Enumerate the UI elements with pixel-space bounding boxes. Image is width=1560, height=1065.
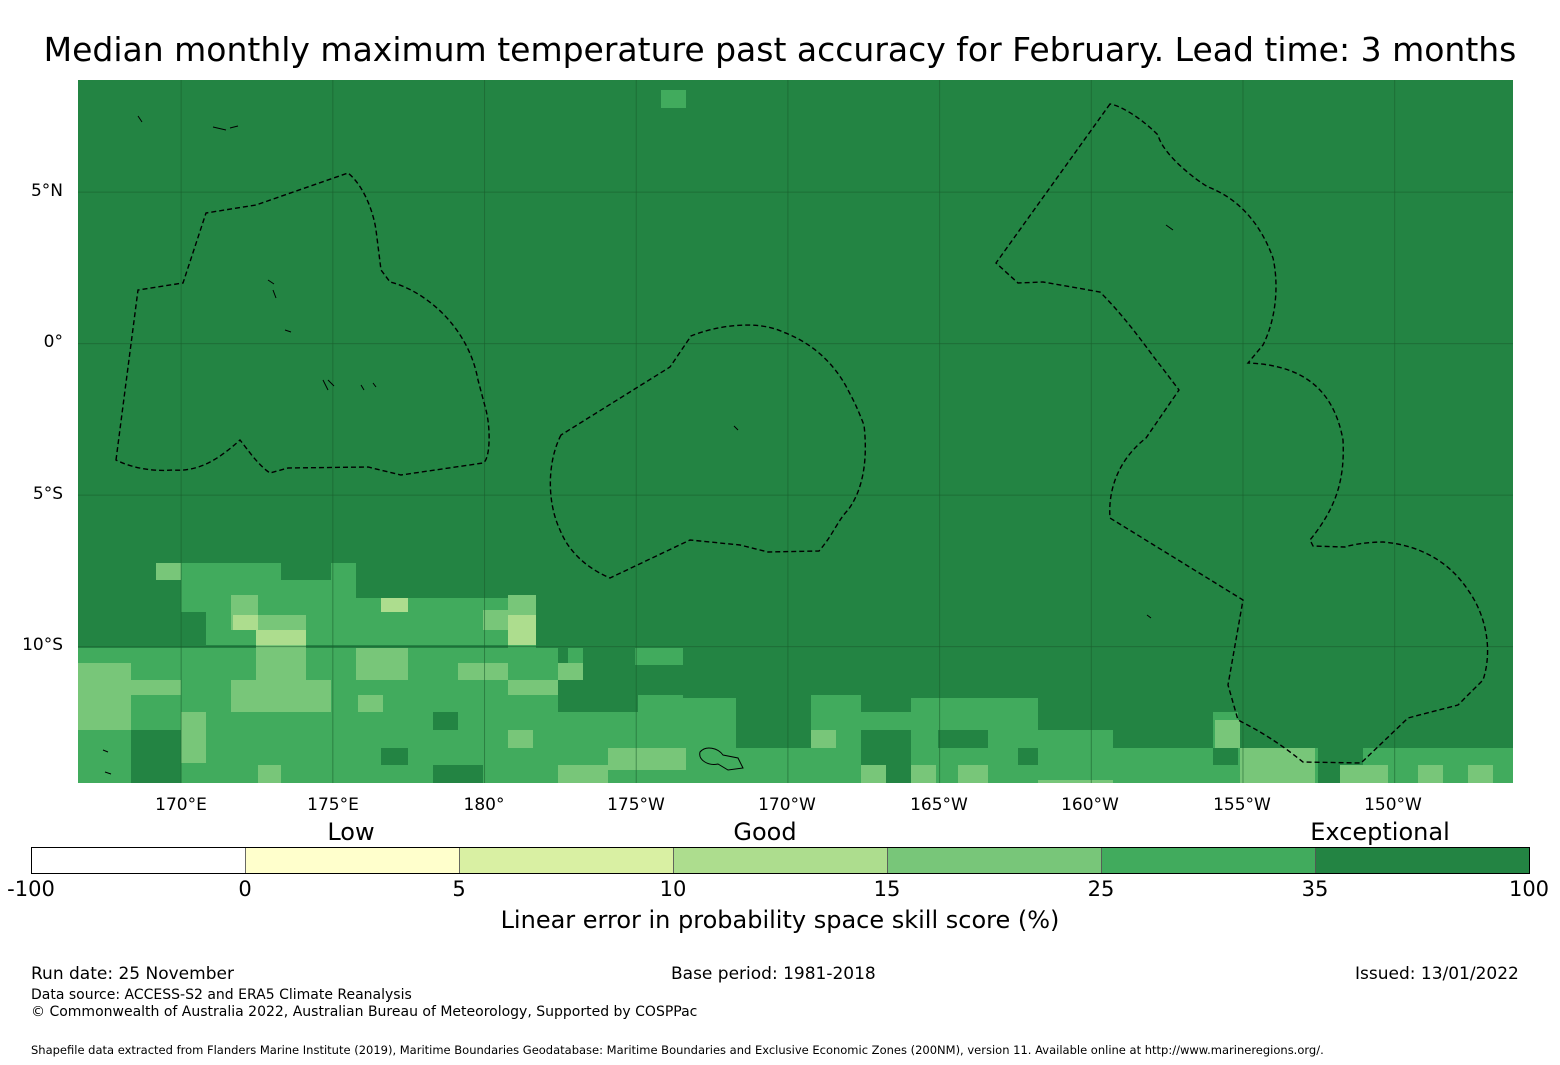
lat-tick-label: 0° <box>43 332 63 352</box>
island-outline <box>699 747 744 771</box>
colorbar-bin <box>887 847 1102 874</box>
legend-category-good: Good <box>733 818 797 846</box>
colorbar-tick-label: 35 <box>1301 877 1329 901</box>
island-coastlines <box>102 115 1174 775</box>
colorbar-bin <box>1315 847 1530 874</box>
map-title: Median monthly maximum temperature past … <box>43 30 1517 69</box>
cells-good-15-25 <box>78 563 1493 783</box>
lon-tick-label: 165°W <box>910 795 968 815</box>
cells-exceptional-35-100 <box>78 563 1513 783</box>
colorbar-tick-label: 15 <box>873 877 901 901</box>
data-source: Data source: ACCESS-S2 and ERA5 Climate … <box>31 987 412 1003</box>
lat-tick-label: 5°S <box>32 484 63 504</box>
issued-date: Issued: 13/01/2022 <box>1355 964 1519 984</box>
colorbar-tick-label: -100 <box>7 877 55 901</box>
colorbar-bin <box>673 847 888 874</box>
skill-map[interactable] <box>78 80 1513 783</box>
lon-tick-label: 150°W <box>1364 795 1422 815</box>
lon-tick-label: 175°W <box>607 795 665 815</box>
legend-category-low: Low <box>327 818 375 846</box>
colorbar-bin <box>245 847 460 874</box>
colorbar-tick-label: 10 <box>659 877 687 901</box>
colorbar-tick-label: 0 <box>238 877 252 901</box>
cells-good-10-15 <box>233 598 558 645</box>
lon-tick-label: 170°E <box>155 795 207 815</box>
colorbar-border <box>31 847 1530 874</box>
base-period: Base period: 1981-2018 <box>671 964 876 984</box>
lon-tick-label: 155°W <box>1213 795 1271 815</box>
colorbar-bin <box>459 847 674 874</box>
lat-tick-label: 10°S <box>22 635 63 655</box>
run-date: Run date: 25 November <box>31 964 234 984</box>
eez-boundary-east <box>995 103 1489 764</box>
lon-tick-label: 170°W <box>758 795 816 815</box>
skill-score-cells <box>78 90 1513 783</box>
colorbar-label: Linear error in probability space skill … <box>500 906 1060 934</box>
colorbar-tick-label: 5 <box>452 877 466 901</box>
lon-tick-label: 180° <box>463 795 505 815</box>
copyright: © Commonwealth of Australia 2022, Austra… <box>31 1004 698 1020</box>
lon-tick-label: 175°E <box>307 795 359 815</box>
cells-good-25-35 <box>78 90 1513 783</box>
shapefile-credit: Shapefile data extracted from Flanders M… <box>31 1043 1324 1057</box>
graticule <box>78 80 1513 783</box>
colorbar-bin <box>31 847 246 874</box>
island-outline <box>102 115 1174 775</box>
eez-boundary-west <box>115 172 490 476</box>
colorbar-tick-label: 25 <box>1087 877 1115 901</box>
legend-category-exceptional: Exceptional <box>1310 818 1450 846</box>
colorbar <box>31 847 1530 874</box>
colorbar-tick-label: 100 <box>1508 877 1550 901</box>
eez-boundary-center <box>549 324 867 579</box>
colorbar-bin <box>1101 847 1316 874</box>
lon-tick-label: 160°W <box>1061 795 1119 815</box>
eez-boundaries <box>115 103 1489 764</box>
lat-tick-label: 5°N <box>30 181 63 201</box>
